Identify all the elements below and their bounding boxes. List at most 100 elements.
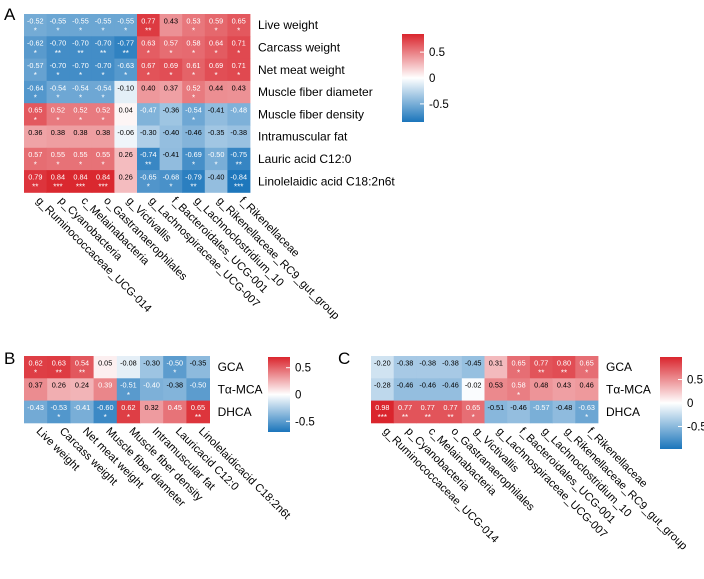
cell-value-label: -0.54: [50, 83, 67, 92]
cell-value-label: 0.52: [186, 83, 200, 92]
significance-stars: *: [173, 369, 176, 378]
cell-value-label: 0.55: [73, 150, 87, 159]
significance-stars: *: [237, 49, 240, 58]
cell-value-label: -0.46: [185, 128, 202, 137]
heatmap-cell: [484, 356, 508, 379]
heatmap-cell: [182, 58, 206, 82]
significance-stars: *: [169, 49, 172, 58]
cell-value-label: -0.10: [117, 83, 134, 92]
heatmap-cell: [204, 170, 228, 193]
cell-value-label: -0.38: [442, 358, 459, 367]
heatmap-cell: [182, 125, 206, 149]
cell-value-label: -0.45: [465, 358, 482, 367]
heatmap-cell: [204, 125, 228, 149]
column-label: Linolelaidicacid C18:2n6t: [196, 425, 293, 522]
heatmap-cell: [24, 103, 47, 126]
cell-value-label: -0.50: [166, 358, 183, 367]
heatmap-cell: [69, 36, 93, 59]
significance-stars: **: [79, 369, 85, 378]
heatmap-cell: [24, 58, 47, 82]
significance-stars: *: [102, 160, 105, 169]
significance-stars: *: [79, 94, 82, 103]
cell-value-label: 0.46: [580, 381, 594, 390]
heatmap-cell: [439, 356, 463, 379]
cell-value-label: -0.63: [117, 61, 134, 70]
significance-stars: *: [517, 391, 520, 400]
cell-value-label: -0.54: [95, 83, 112, 92]
cell-value-label: 0.65: [580, 358, 594, 367]
heatmap-cell: [182, 147, 206, 171]
heatmap-cell: [114, 80, 138, 104]
cell-value-label: -0.54: [72, 83, 89, 92]
cell-value-label: -0.28: [374, 381, 391, 390]
cell-value-label: 0.84: [51, 172, 65, 181]
cell-value-label: 0.57: [164, 39, 178, 48]
significance-stars: *: [472, 413, 475, 422]
heatmap-cell: [182, 103, 206, 126]
heatmap-cell: [227, 103, 251, 126]
heatmap-cell: [204, 103, 228, 126]
cell-value-label: -0.40: [208, 172, 225, 181]
cell-value-label: -0.55: [50, 16, 67, 25]
significance-stars: *: [169, 183, 172, 192]
heatmap-cell: [24, 170, 47, 193]
legend-tick-label: 0: [687, 398, 693, 410]
heatmap-cell: [137, 147, 160, 171]
heatmap-cell: [227, 80, 251, 104]
heatmap-cell: [461, 400, 485, 424]
heatmap-cell: [46, 103, 70, 126]
cell-value-label: -0.54: [185, 106, 202, 115]
significance-stars: *: [127, 413, 130, 422]
heatmap-cell: [46, 36, 70, 59]
significance-stars: **: [447, 413, 453, 422]
heatmap-cell: [186, 356, 210, 379]
heatmap-cell: [69, 80, 93, 104]
cell-value-label: 0.45: [168, 403, 182, 412]
cell-value-label: -0.50: [208, 150, 225, 159]
heatmap-cell: [24, 80, 47, 104]
significance-stars: *: [34, 49, 37, 58]
row-label: Intramuscular fat: [258, 130, 348, 144]
heatmap-cell: [163, 378, 187, 401]
cell-value-label: 0.79: [28, 172, 42, 181]
heatmap-cell: [159, 103, 183, 126]
heatmap-cell: [70, 400, 94, 424]
significance-stars: *: [192, 49, 195, 58]
cell-value-label: 0.52: [51, 106, 65, 115]
heatmap-cell: [371, 378, 395, 401]
heatmap-cell: [159, 14, 183, 37]
heatmap-cell: [163, 356, 187, 379]
column-label: g_Lachnoclostridium_10: [192, 195, 286, 289]
cell-value-label: 0.77: [141, 16, 155, 25]
heatmap-cell: [137, 36, 160, 59]
cell-value-label: -0.51: [488, 403, 505, 412]
cell-value-label: -0.41: [163, 150, 180, 159]
heatmap-cell: [575, 378, 599, 401]
significance-stars: *: [34, 71, 37, 80]
cell-value-label: 0.55: [51, 150, 65, 159]
column-label: g_Lachnoclostridium_10: [539, 425, 633, 519]
significance-stars: *: [192, 94, 195, 103]
cell-value-label: 0.65: [232, 16, 246, 25]
significance-stars: ***: [234, 183, 243, 192]
heatmap-cell: [114, 36, 138, 59]
cell-value-label: -0.51: [120, 381, 137, 390]
cell-value-label: 0.59: [209, 16, 223, 25]
significance-stars: *: [34, 27, 37, 36]
cell-value-label: 0.40: [141, 83, 155, 92]
heatmap-cell: [159, 58, 183, 82]
row-label: GCA: [606, 360, 632, 374]
cell-value-label: -0.65: [140, 172, 157, 181]
heatmap-cell: [507, 378, 531, 401]
color-legend-bar: [660, 357, 682, 449]
heatmap-cell: [137, 14, 160, 37]
heatmap-cell: [46, 125, 70, 149]
heatmap-cell: [137, 170, 160, 193]
significance-stars: **: [195, 413, 201, 422]
cell-value-label: 0.43: [557, 381, 571, 390]
significance-stars: *: [102, 94, 105, 103]
heatmap-cell: [529, 400, 553, 424]
heatmap-cell: [46, 80, 70, 104]
significance-stars: *: [215, 27, 218, 36]
heatmap-cell: [393, 356, 417, 379]
